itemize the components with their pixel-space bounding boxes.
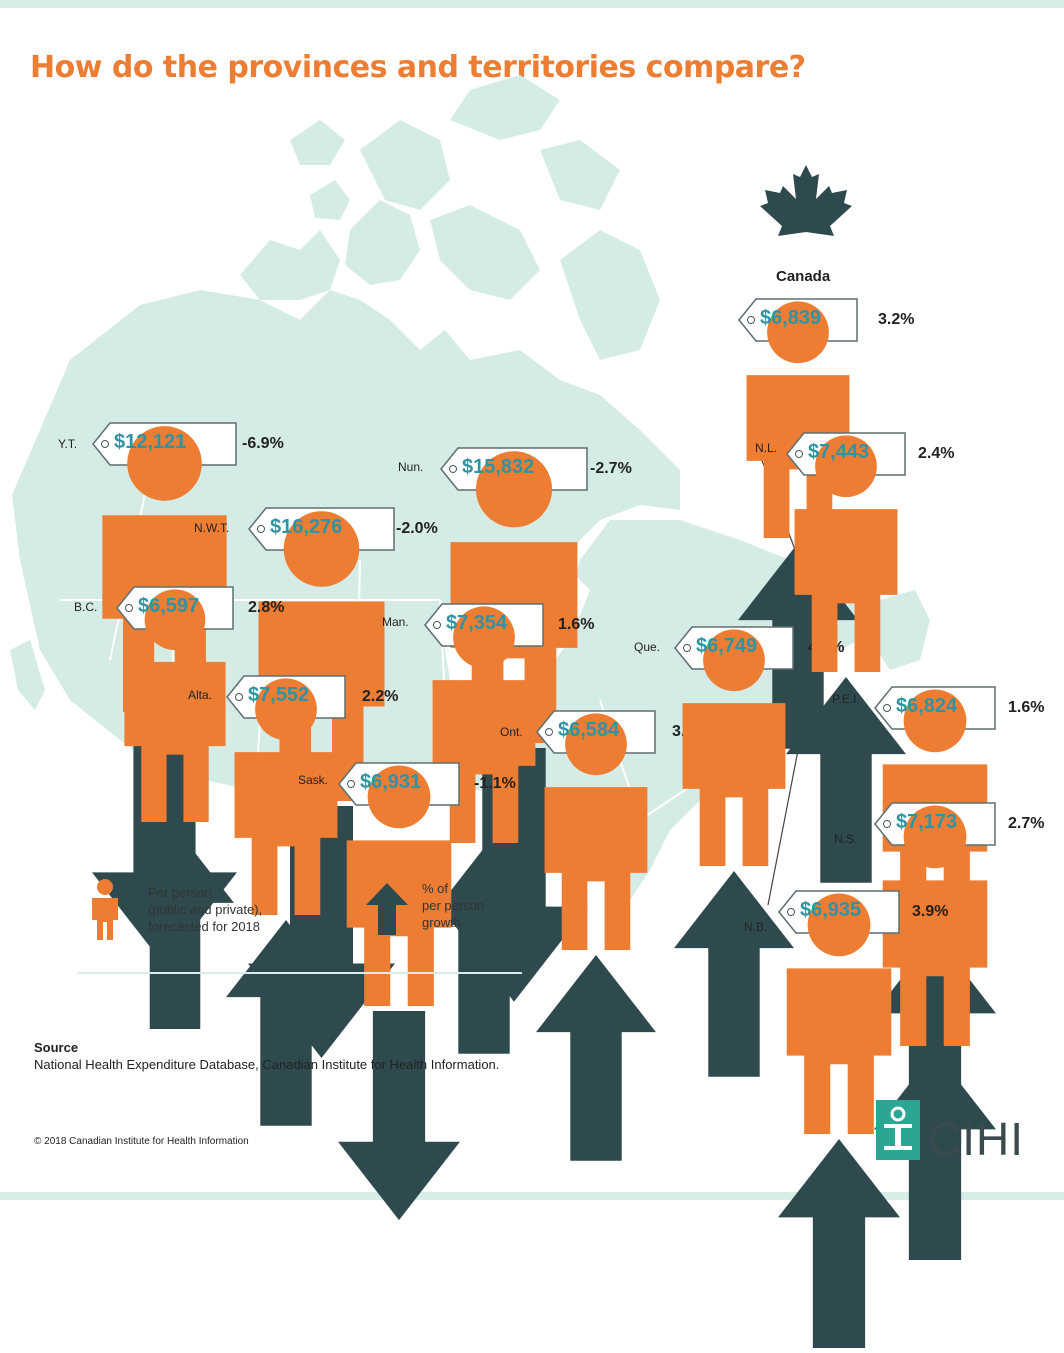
region-label-nun: Nun. (398, 460, 424, 474)
tag-hole (125, 604, 133, 612)
price-tag-man: $7,354 (424, 603, 544, 1054)
tag-hole (101, 440, 109, 448)
tag-hole (883, 820, 891, 828)
growth-value: 2.2% (362, 688, 399, 705)
person-icon (682, 629, 786, 866)
tag-hole (449, 465, 457, 473)
price-tag-ns: $7,173 (874, 802, 996, 1261)
price-tag-nwt: $16,276 (248, 507, 395, 1058)
arrow-up-icon (778, 1139, 900, 1349)
person-legend-text: Per person (public and private), forecaste… (148, 885, 263, 934)
amount-value: $6,931 (360, 771, 422, 793)
maple-leaf-icon (760, 165, 852, 262)
amount-value: $6,824 (896, 695, 958, 717)
region-label-alta: Alta. (188, 688, 213, 702)
top-band (0, 0, 1064, 8)
arrow-legend-icon (366, 883, 408, 935)
growth-value: -1.1% (474, 775, 516, 792)
region-label-ns: N.S. (834, 832, 858, 846)
amount-value: $7,173 (896, 811, 958, 833)
copyright: © 2018 Canadian Institute for Health Inf… (34, 1136, 249, 1147)
tag-hole (235, 693, 243, 701)
growth-value: 2.8% (248, 599, 285, 616)
amount-value: $6,584 (558, 719, 620, 741)
region-label-nl: N.L. (755, 441, 778, 455)
price-tag-pei: $6,824 (874, 686, 996, 1145)
cihi-logo-text: CIHI (928, 1113, 1024, 1165)
growth-value: 2.4% (918, 445, 955, 462)
amount-value: $12,121 (114, 431, 187, 453)
region-label-nwt: N.W.T. (194, 521, 230, 535)
growth-value: -2.0% (396, 520, 438, 537)
region-label-sask: Sask. (298, 773, 329, 787)
growth-value: -2.7% (590, 460, 632, 477)
amount-value: $15,832 (462, 456, 535, 478)
amount-value: $16,276 (270, 516, 343, 538)
region-label-yt: Y.T. (58, 437, 78, 451)
tag-hole (787, 908, 795, 916)
arrow-up-icon (786, 677, 906, 883)
amount-value: $7,443 (808, 441, 870, 463)
legend-divider (78, 972, 522, 974)
price-tag-nb: $6,935 (778, 890, 900, 1349)
arrow-up-icon (226, 920, 346, 1126)
person-icon (786, 893, 892, 1134)
person-icon (544, 713, 648, 950)
price-tag-sask: $6,931 (338, 762, 460, 1221)
amount-value: $6,597 (138, 595, 200, 617)
source-text: National Health Expenditure Database, Ca… (34, 1057, 500, 1072)
person-icon (882, 805, 988, 1046)
amount-value: $7,552 (248, 684, 310, 706)
arrow-up-icon (116, 827, 234, 1030)
tag-hole (433, 621, 441, 629)
page-title: How do the provinces and territories com… (30, 50, 806, 85)
tag-hole (683, 644, 691, 652)
growth-value: 1.6% (1008, 699, 1045, 716)
tag-hole (883, 704, 891, 712)
price-tag-alta: $7,552 (226, 675, 346, 1126)
price-tag-canada: $6,839 (738, 298, 858, 749)
canada-label: Canada (776, 268, 831, 285)
price-tag-ont: $6,584 (536, 710, 656, 1161)
tag-hole (545, 728, 553, 736)
arrow-up-icon (424, 848, 544, 1054)
price-tag-nun: $15,832 (440, 447, 588, 1002)
region-label-ont: Ont. (500, 725, 523, 739)
person-legend-icon (92, 879, 118, 940)
price-tag-yt: $12,121 (92, 422, 237, 966)
tag-hole (795, 450, 803, 458)
arrow-up-icon (536, 955, 656, 1161)
tag-hole (747, 316, 755, 324)
tag-hole (347, 780, 355, 788)
amount-value: $7,354 (446, 612, 508, 634)
growth-value: 1.6% (558, 616, 595, 633)
amount-value: $6,749 (696, 635, 758, 657)
region-label-pei: P.E.I. (832, 692, 860, 706)
price-tag-nl: $7,443 (786, 432, 906, 883)
arrow-up-icon (674, 871, 794, 1077)
amount-value: $6,935 (800, 899, 862, 921)
region-label-bc: B.C. (74, 600, 98, 614)
price-tag-bc: $6,597 (116, 586, 234, 1030)
arrow-down-icon (338, 1011, 460, 1221)
amount-value: $6,839 (760, 307, 822, 329)
person-icon (124, 589, 226, 822)
growth-value: 3.2% (878, 311, 915, 328)
tag-hole (257, 525, 265, 533)
person-icon (234, 678, 338, 915)
growth-value: 3.9% (912, 903, 949, 920)
growth-value: -6.9% (242, 435, 284, 452)
person-icon (794, 435, 898, 672)
source-heading: Source (34, 1040, 79, 1055)
cihi-logo-icon (876, 1100, 920, 1160)
region-label-man: Man. (382, 615, 409, 629)
arrow-legend-text: % of per person growth (422, 881, 485, 930)
bottom-band (0, 1192, 1064, 1200)
price-tag-que: $6,749 (674, 626, 794, 1077)
person-icon (346, 765, 452, 1006)
growth-value: 2.7% (1008, 815, 1045, 832)
region-label-que: Que. (634, 640, 661, 654)
region-label-nb: N.B. (744, 920, 768, 934)
